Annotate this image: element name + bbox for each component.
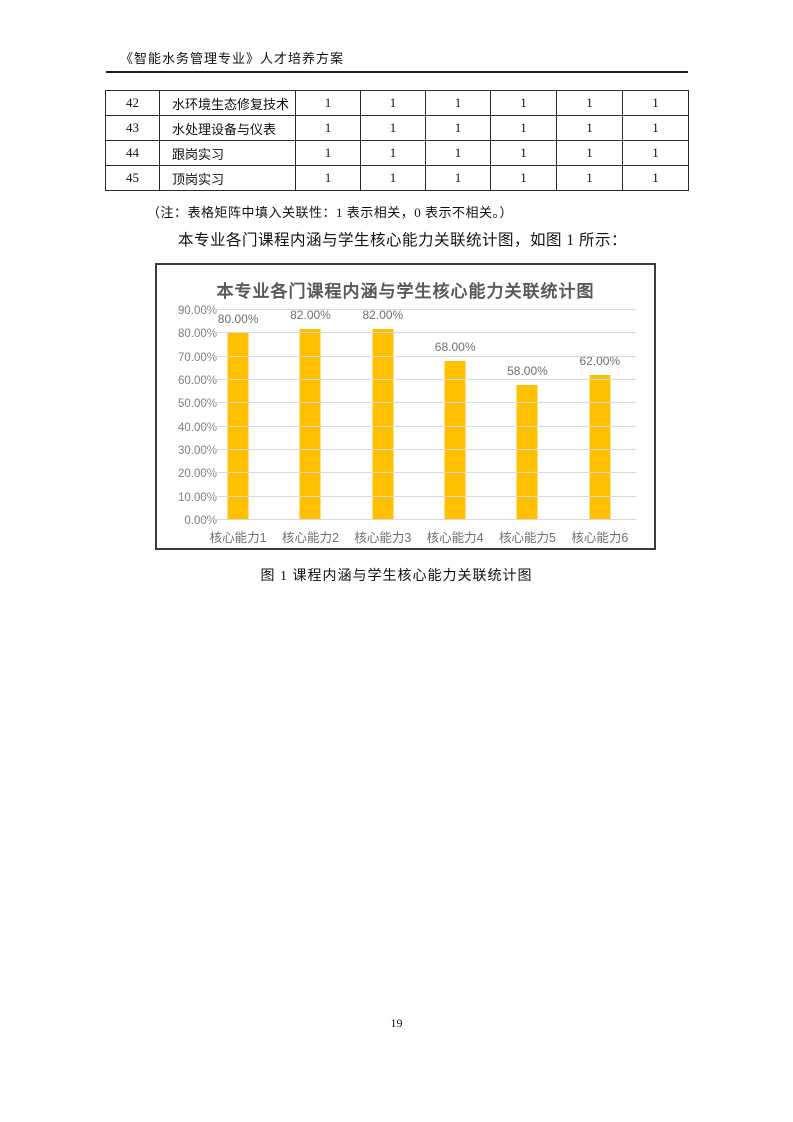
table-row: 43 水处理设备与仪表 1 1 1 1 1 1 — [105, 115, 689, 141]
bar-chart: 本专业各门课程内涵与学生核心能力关联统计图 90.00% 80.00% 70.00%… — [155, 263, 656, 550]
bar-value-label: 82.00% — [362, 307, 404, 322]
chart-y-axis: 90.00% 80.00% 70.00% 60.00% 50.00% 40.00% 30.0… — [165, 305, 217, 527]
chart-slot: 68.00% 核心能力4 — [419, 310, 491, 545]
correlation-value-cell: 1 — [490, 165, 557, 191]
bar — [227, 333, 249, 520]
bar — [299, 328, 321, 520]
correlation-value-cell: 1 — [425, 140, 491, 166]
course-name-cell: 水处理设备与仪表 — [159, 115, 296, 141]
chart-slot: 82.00% 核心能力2 — [274, 307, 346, 545]
correlation-value-cell: 1 — [295, 140, 361, 166]
correlation-value-cell: 1 — [360, 165, 426, 191]
gridline — [202, 332, 636, 334]
correlation-value-cell: 1 — [295, 90, 361, 116]
table-row: 44 跟岗实习 1 1 1 1 1 1 — [105, 140, 689, 166]
bar-value-label: 58.00% — [507, 363, 548, 378]
correlation-value-cell: 1 — [360, 90, 426, 116]
chart-bars-area: 80.00% 核心能力1 82.00% 核心能力2 82.00% 核心能力3 68.00% 核… — [202, 307, 636, 545]
correlation-value-cell: 1 — [622, 90, 689, 116]
course-name-cell: 水环境生态修复技术 — [159, 90, 296, 116]
chart-plot: 80.00% 核心能力1 82.00% 核心能力2 82.00% 核心能力3 68.00% 核… — [202, 307, 636, 545]
correlation-value-cell: 1 — [360, 115, 426, 141]
gridline — [202, 379, 636, 381]
gridline — [202, 449, 636, 451]
page-header-title: 《智能水务管理专业》人才培养方案 — [120, 51, 345, 66]
chart-slot: 58.00% 核心能力5 — [491, 310, 563, 545]
correlation-value-cell: 1 — [490, 90, 557, 116]
y-tick-label: 40.00% — [177, 421, 217, 434]
y-tick-label: 0.00% — [184, 515, 217, 527]
x-tick-label: 核心能力6 — [571, 531, 629, 545]
intro-paragraph: 本专业各门课程内涵与学生核心能力关联统计图，如图 1 所示： — [178, 232, 628, 249]
correlation-value-cell: 1 — [490, 140, 557, 166]
correlation-value-cell: 1 — [556, 140, 623, 166]
chart-title: 本专业各门课程内涵与学生核心能力关联统计图 — [216, 282, 595, 301]
chart-slot: 82.00% 核心能力3 — [347, 307, 419, 545]
row-number-cell: 42 — [105, 90, 160, 116]
correlation-value-cell: 1 — [295, 165, 361, 191]
correlation-value-cell: 1 — [556, 115, 623, 141]
gridline — [202, 519, 636, 520]
table-note: （注：表格矩阵中填入关联性：1 表示相关，0 表示不相关。） — [147, 205, 514, 220]
x-tick-label: 核心能力5 — [498, 531, 556, 545]
y-tick-label: 20.00% — [177, 468, 217, 481]
y-tick-label: 30.00% — [177, 445, 217, 458]
bar — [589, 375, 611, 520]
gridline — [202, 402, 636, 404]
correlation-value-cell: 1 — [425, 115, 491, 141]
course-correlation-table: 42 水环境生态修复技术 1 1 1 1 1 1 43 水处理设备与仪表 1 1 1 1 1 1 44 跟岗实习 1… — [105, 90, 689, 191]
gridline — [202, 425, 636, 427]
row-number-cell: 43 — [105, 115, 160, 141]
y-tick-label: 90.00% — [177, 305, 217, 317]
correlation-value-cell: 1 — [425, 90, 491, 116]
bar — [372, 328, 394, 520]
bar-value-label: 68.00% — [434, 340, 476, 355]
correlation-value-cell: 1 — [490, 115, 557, 141]
chart-slot: 80.00% 核心能力1 — [202, 310, 274, 545]
correlation-value-cell: 1 — [295, 115, 361, 141]
table-body: 42 水环境生态修复技术 1 1 1 1 1 1 43 水处理设备与仪表 1 1 1 1 1 1 44 跟岗实习 1… — [105, 90, 689, 191]
x-tick-label: 核心能力2 — [282, 531, 339, 545]
row-number-cell: 44 — [105, 140, 160, 166]
bar — [444, 361, 466, 520]
bar-value-label: 80.00% — [217, 312, 259, 327]
course-name-cell: 跟岗实习 — [159, 140, 296, 166]
x-tick-label: 核心能力1 — [209, 531, 267, 545]
y-tick-label: 70.00% — [177, 351, 217, 364]
bar-value-label: 82.00% — [290, 307, 331, 322]
gridline — [202, 495, 636, 497]
gridline — [202, 472, 636, 474]
y-tick-label: 50.00% — [177, 398, 217, 411]
correlation-value-cell: 1 — [556, 165, 623, 191]
row-number-cell: 45 — [105, 165, 160, 191]
correlation-value-cell: 1 — [360, 140, 426, 166]
course-name-cell: 顶岗实习 — [159, 165, 296, 191]
bar-value-label: 62.00% — [579, 354, 621, 369]
y-tick-label: 10.00% — [177, 491, 217, 504]
page-number: 19 — [390, 1016, 403, 1030]
correlation-value-cell: 1 — [556, 90, 623, 116]
correlation-value-cell: 1 — [425, 165, 491, 191]
x-tick-label: 核心能力3 — [354, 531, 412, 545]
correlation-value-cell: 1 — [622, 115, 689, 141]
bar — [516, 384, 538, 520]
correlation-value-cell: 1 — [622, 165, 689, 191]
header-rule — [106, 71, 688, 73]
table-row: 45 顶岗实习 1 1 1 1 1 1 — [105, 165, 689, 191]
gridline — [202, 309, 636, 310]
correlation-value-cell: 1 — [622, 140, 689, 166]
chart-slot: 62.00% 核心能力6 — [564, 310, 636, 545]
gridline — [202, 355, 636, 357]
y-tick-label: 80.00% — [177, 328, 217, 341]
figure-caption: 图 1 课程内涵与学生核心能力关联统计图 — [260, 569, 533, 584]
table-row: 42 水环境生态修复技术 1 1 1 1 1 1 — [105, 90, 689, 116]
x-tick-label: 核心能力4 — [426, 531, 484, 545]
y-tick-label: 60.00% — [177, 375, 217, 388]
